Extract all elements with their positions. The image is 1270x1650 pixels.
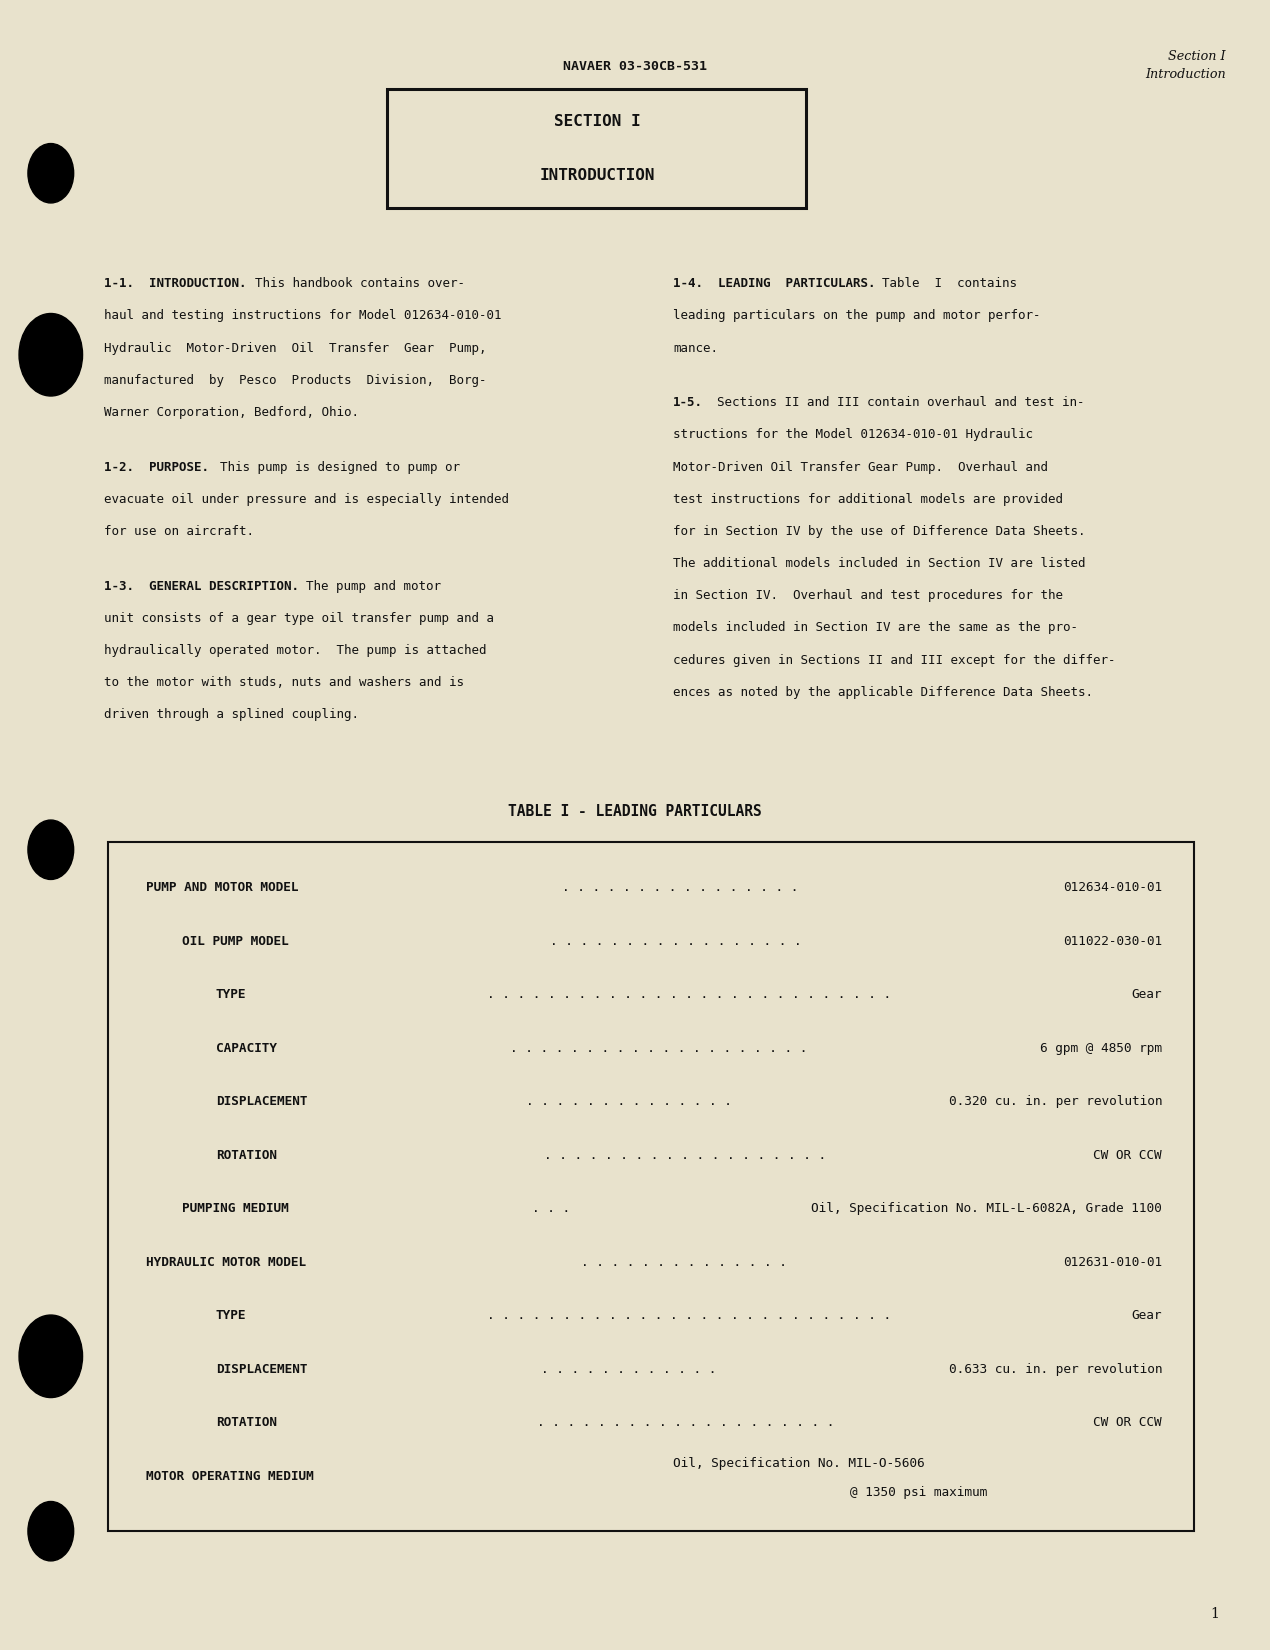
Text: Section I: Section I: [1168, 50, 1226, 63]
Text: SECTION I: SECTION I: [554, 114, 640, 129]
Text: 0.633 cu. in. per revolution: 0.633 cu. in. per revolution: [949, 1363, 1162, 1376]
Text: . . .: . . .: [532, 1203, 570, 1216]
Text: unit consists of a gear type oil transfer pump and a: unit consists of a gear type oil transfe…: [104, 612, 494, 625]
Text: PUMP AND MOTOR MODEL: PUMP AND MOTOR MODEL: [146, 881, 298, 894]
Text: . . . . . . . . . . . .: . . . . . . . . . . . .: [541, 1363, 716, 1376]
Text: Hydraulic  Motor-Driven  Oil  Transfer  Gear  Pump,: Hydraulic Motor-Driven Oil Transfer Gear…: [104, 342, 486, 355]
Text: driven through a splined coupling.: driven through a splined coupling.: [104, 708, 359, 721]
Text: . . . . . . . . . . . . . . . . .: . . . . . . . . . . . . . . . . .: [550, 934, 801, 947]
Text: in Section IV.  Overhaul and test procedures for the: in Section IV. Overhaul and test procedu…: [673, 589, 1063, 602]
Text: ences as noted by the applicable Difference Data Sheets.: ences as noted by the applicable Differe…: [673, 686, 1093, 700]
Text: . . . . . . . . . . . . . .: . . . . . . . . . . . . . .: [582, 1256, 787, 1269]
Text: MOTOR OPERATING MEDIUM: MOTOR OPERATING MEDIUM: [146, 1470, 314, 1483]
Text: This handbook contains over-: This handbook contains over-: [240, 277, 466, 290]
Text: INTRODUCTION: INTRODUCTION: [540, 168, 654, 183]
Text: 1-5.: 1-5.: [673, 396, 704, 409]
Text: CW OR CCW: CW OR CCW: [1093, 1148, 1162, 1162]
Circle shape: [28, 1502, 74, 1561]
Text: ROTATION: ROTATION: [216, 1416, 277, 1429]
Text: Table  I  contains: Table I contains: [867, 277, 1017, 290]
Text: TYPE: TYPE: [216, 1310, 246, 1322]
Text: DISPLACEMENT: DISPLACEMENT: [216, 1096, 307, 1109]
Circle shape: [19, 314, 83, 396]
Text: for use on aircraft.: for use on aircraft.: [104, 525, 254, 538]
Text: 1-3.  GENERAL DESCRIPTION.: 1-3. GENERAL DESCRIPTION.: [104, 579, 300, 592]
Text: DISPLACEMENT: DISPLACEMENT: [216, 1363, 307, 1376]
Text: cedures given in Sections II and III except for the differ-: cedures given in Sections II and III exc…: [673, 653, 1115, 667]
Text: Gear: Gear: [1132, 988, 1162, 1002]
Text: . . . . . . . . . . . . . . . . . . . . . . . . . . .: . . . . . . . . . . . . . . . . . . . . …: [486, 988, 892, 1002]
Text: TABLE I - LEADING PARTICULARS: TABLE I - LEADING PARTICULARS: [508, 804, 762, 820]
Text: Introduction: Introduction: [1144, 68, 1226, 81]
Text: . . . . . . . . . . . . . . . . . . . .: . . . . . . . . . . . . . . . . . . . .: [536, 1416, 834, 1429]
Text: CW OR CCW: CW OR CCW: [1093, 1416, 1162, 1429]
Text: . . . . . . . . . . . . . . . . . . .: . . . . . . . . . . . . . . . . . . .: [544, 1148, 827, 1162]
Text: 012631-010-01: 012631-010-01: [1063, 1256, 1162, 1269]
Bar: [387, 89, 806, 208]
Text: 6 gpm @ 4850 rpm: 6 gpm @ 4850 rpm: [1040, 1041, 1162, 1054]
Text: test instructions for additional models are provided: test instructions for additional models …: [673, 493, 1063, 507]
Text: . . . . . . . . . . . . . .: . . . . . . . . . . . . . .: [526, 1096, 732, 1109]
Circle shape: [28, 144, 74, 203]
Text: HYDRAULIC MOTOR MODEL: HYDRAULIC MOTOR MODEL: [146, 1256, 306, 1269]
Text: haul and testing instructions for Model 012634-010-01: haul and testing instructions for Model …: [104, 310, 502, 322]
Text: to the motor with studs, nuts and washers and is: to the motor with studs, nuts and washer…: [104, 676, 464, 690]
Text: 012634-010-01: 012634-010-01: [1063, 881, 1162, 894]
Circle shape: [19, 1315, 83, 1398]
Text: This pump is designed to pump or: This pump is designed to pump or: [204, 460, 460, 474]
Text: The pump and motor: The pump and motor: [291, 579, 441, 592]
Text: CAPACITY: CAPACITY: [216, 1041, 277, 1054]
Text: Sections II and III contain overhaul and test in-: Sections II and III contain overhaul and…: [702, 396, 1085, 409]
Text: structions for the Model 012634-010-01 Hydraulic: structions for the Model 012634-010-01 H…: [673, 429, 1033, 442]
Text: . . . . . . . . . . . . . . . . . . . .: . . . . . . . . . . . . . . . . . . . .: [511, 1041, 808, 1054]
Text: TYPE: TYPE: [216, 988, 246, 1002]
Text: for in Section IV by the use of Difference Data Sheets.: for in Section IV by the use of Differen…: [673, 525, 1086, 538]
Text: evacuate oil under pressure and is especially intended: evacuate oil under pressure and is espec…: [104, 493, 509, 507]
Text: Oil, Specification No. MIL-L-6082A, Grade 1100: Oil, Specification No. MIL-L-6082A, Grad…: [812, 1203, 1162, 1216]
Text: NAVAER 03-30CB-531: NAVAER 03-30CB-531: [563, 59, 707, 73]
Text: OIL PUMP MODEL: OIL PUMP MODEL: [182, 934, 288, 947]
Text: hydraulically operated motor.  The pump is attached: hydraulically operated motor. The pump i…: [104, 644, 486, 657]
Text: mance.: mance.: [673, 342, 718, 355]
Text: Gear: Gear: [1132, 1310, 1162, 1322]
Text: . . . . . . . . . . . . . . . . . . . . . . . . . . .: . . . . . . . . . . . . . . . . . . . . …: [486, 1310, 892, 1322]
Text: Warner Corporation, Bedford, Ohio.: Warner Corporation, Bedford, Ohio.: [104, 406, 359, 419]
Text: 1-2.  PURPOSE.: 1-2. PURPOSE.: [104, 460, 210, 474]
Bar: [108, 842, 1194, 1531]
Text: 1-1.  INTRODUCTION.: 1-1. INTRODUCTION.: [104, 277, 246, 290]
Text: 011022-030-01: 011022-030-01: [1063, 934, 1162, 947]
Text: manufactured  by  Pesco  Products  Division,  Borg-: manufactured by Pesco Products Division,…: [104, 373, 486, 386]
Text: ROTATION: ROTATION: [216, 1148, 277, 1162]
Text: 1: 1: [1210, 1607, 1219, 1620]
Circle shape: [28, 820, 74, 879]
Text: @ 1350 psi maximum: @ 1350 psi maximum: [851, 1487, 988, 1498]
Text: Oil, Specification No. MIL-O-5606: Oil, Specification No. MIL-O-5606: [673, 1457, 925, 1470]
Text: The additional models included in Section IV are listed: The additional models included in Sectio…: [673, 558, 1086, 571]
Text: PUMPING MEDIUM: PUMPING MEDIUM: [182, 1203, 288, 1216]
Text: models included in Section IV are the same as the pro-: models included in Section IV are the sa…: [673, 622, 1078, 635]
Text: leading particulars on the pump and motor perfor-: leading particulars on the pump and moto…: [673, 310, 1040, 322]
Text: Motor-Driven Oil Transfer Gear Pump.  Overhaul and: Motor-Driven Oil Transfer Gear Pump. Ove…: [673, 460, 1048, 474]
Text: 1-4.  LEADING  PARTICULARS.: 1-4. LEADING PARTICULARS.: [673, 277, 875, 290]
Text: 0.320 cu. in. per revolution: 0.320 cu. in. per revolution: [949, 1096, 1162, 1109]
Text: . . . . . . . . . . . . . . . .: . . . . . . . . . . . . . . . .: [563, 881, 799, 894]
